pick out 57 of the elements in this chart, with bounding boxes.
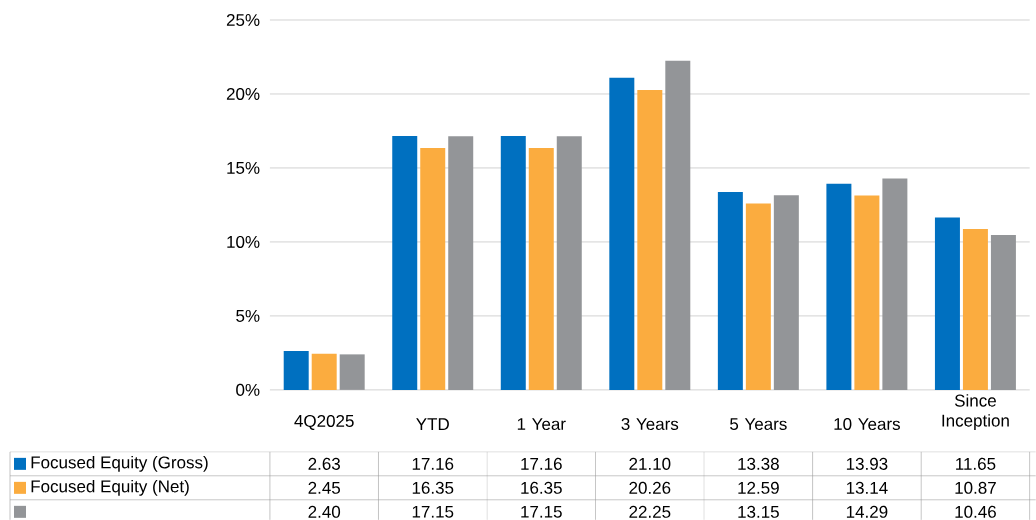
y-tick-label: 25% xyxy=(226,13,260,26)
data-label: 17.15 xyxy=(521,505,562,518)
data-label: 16.35 xyxy=(412,481,454,494)
bar xyxy=(854,195,880,390)
data-label: 17.16 xyxy=(412,457,454,470)
data-label: 17.15 xyxy=(412,505,454,518)
x-tick-label: 10 Years xyxy=(834,417,900,430)
data-label: 16.35 xyxy=(521,481,562,494)
data-label: 17.16 xyxy=(521,457,562,470)
bar xyxy=(500,135,526,390)
x-tick-label: 5 Years xyxy=(730,418,787,430)
data-label: 13.15 xyxy=(738,505,779,518)
x-tick-label: YTD xyxy=(416,418,449,430)
data-label: 2.63 xyxy=(308,457,340,470)
bar xyxy=(556,136,582,390)
data-label: 21.10 xyxy=(629,457,671,470)
data-label: 2.40 xyxy=(308,505,341,518)
x-tick-label: Since Inception xyxy=(942,394,1009,430)
bar xyxy=(717,191,743,390)
y-tick-label: 15% xyxy=(227,161,260,174)
data-label: 20.26 xyxy=(629,481,671,494)
bar xyxy=(283,350,309,390)
data-label: 2.45 xyxy=(308,481,341,494)
bar xyxy=(773,195,799,390)
data-label: 11.65 xyxy=(956,457,996,470)
bar xyxy=(420,147,446,390)
bar xyxy=(882,178,908,390)
bar xyxy=(339,354,365,390)
data-label: 13.38 xyxy=(738,457,779,470)
bar xyxy=(528,147,554,390)
bar xyxy=(609,77,635,390)
bar xyxy=(745,203,771,390)
bar xyxy=(665,60,691,390)
data-label: 14.29 xyxy=(846,505,888,518)
legend-label: Focused Equity (Net) xyxy=(31,479,189,496)
bar xyxy=(448,136,474,390)
y-tick-label: 5% xyxy=(236,309,260,322)
x-tick-label: 3 Years xyxy=(621,417,679,430)
y-tick-label: 20% xyxy=(226,87,260,100)
bar xyxy=(311,353,337,390)
bar xyxy=(392,135,418,390)
bar xyxy=(934,217,960,390)
data-label: 22.25 xyxy=(629,505,671,518)
data-label: 12.59 xyxy=(738,481,779,494)
legend-label: Focused Equity (Gross) xyxy=(31,455,208,472)
data-label: 10.87 xyxy=(955,481,996,494)
data-label: 10.46 xyxy=(955,505,996,518)
x-tick-label: 4Q2025 xyxy=(294,414,354,430)
bar xyxy=(990,235,1016,390)
data-label: 13.14 xyxy=(846,481,888,494)
data-label: 13.93 xyxy=(846,457,888,470)
x-tick-label: 1 Year xyxy=(517,418,566,430)
y-tick-label: 10% xyxy=(227,235,260,248)
bar xyxy=(826,183,852,390)
bar xyxy=(637,90,663,390)
y-tick-label: 0% xyxy=(236,383,260,396)
bar xyxy=(962,228,988,390)
